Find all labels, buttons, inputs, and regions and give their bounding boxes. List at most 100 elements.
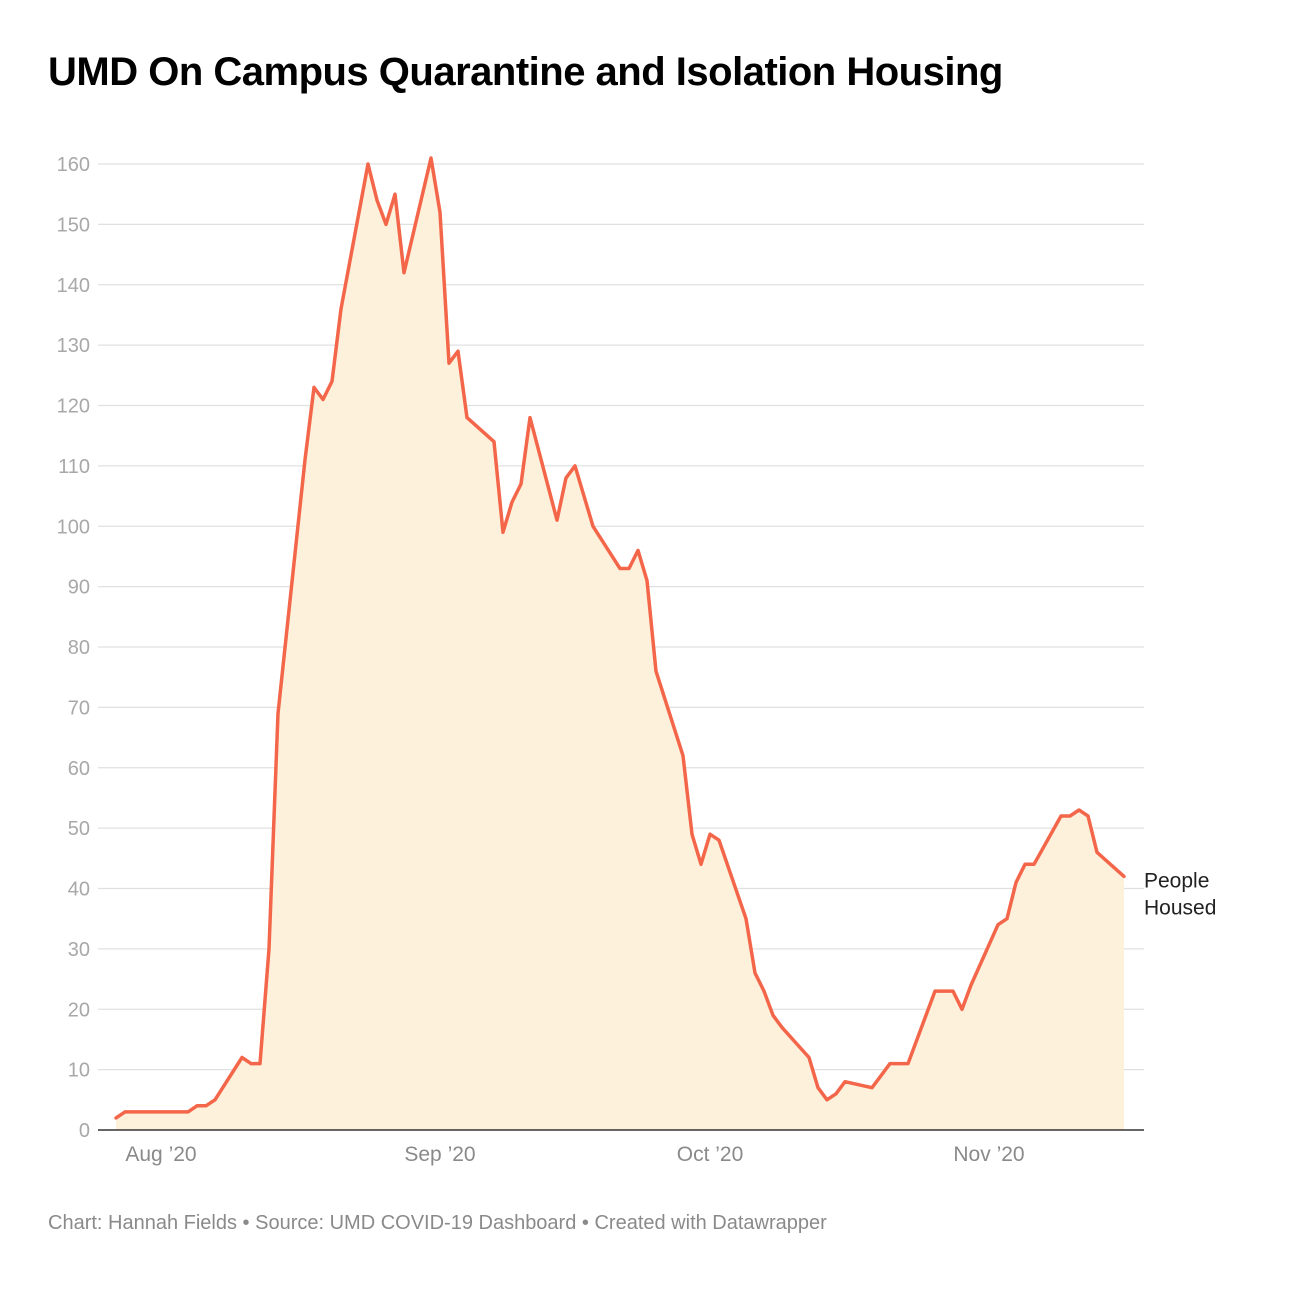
y-tick-label: 50 — [68, 818, 90, 840]
data-point — [1013, 880, 1019, 886]
data-point — [1121, 873, 1127, 879]
data-point — [491, 439, 497, 445]
data-point — [770, 1012, 776, 1018]
data-point — [113, 1115, 119, 1121]
data-point — [779, 1024, 785, 1030]
data-point — [1058, 813, 1064, 819]
data-point — [905, 1061, 911, 1067]
data-point — [446, 360, 452, 366]
x-tick-label: Oct ’20 — [677, 1143, 744, 1166]
data-point — [878, 1073, 884, 1079]
data-point — [383, 221, 389, 227]
source-link[interactable]: Source: UMD COVID-19 Dashboard — [255, 1212, 577, 1234]
datawrapper-link[interactable]: Created with Datawrapper — [594, 1212, 827, 1234]
data-point — [950, 988, 956, 994]
data-point — [338, 306, 344, 312]
data-point — [518, 481, 524, 487]
data-point — [185, 1109, 191, 1115]
footer-separator: • — [576, 1212, 595, 1234]
data-point — [824, 1097, 830, 1103]
y-tick-label: 90 — [68, 577, 90, 599]
data-point — [815, 1085, 821, 1091]
data-point — [1076, 807, 1082, 813]
data-point — [590, 523, 596, 529]
y-tick-label: 110 — [58, 456, 90, 478]
data-point — [1022, 861, 1028, 867]
data-point — [653, 668, 659, 674]
data-point — [131, 1109, 137, 1115]
data-point — [455, 348, 461, 354]
x-tick-label: Sep ’20 — [404, 1143, 475, 1166]
data-point — [311, 384, 317, 390]
data-point — [302, 457, 308, 463]
data-point — [806, 1055, 812, 1061]
y-tick-label: 30 — [68, 939, 90, 961]
data-point — [437, 209, 443, 215]
data-point — [428, 155, 434, 161]
data-point — [527, 415, 533, 421]
data-point — [194, 1103, 200, 1109]
series-end-label: People Housed — [1144, 869, 1216, 919]
data-point — [1004, 916, 1010, 922]
data-point — [1085, 813, 1091, 819]
data-point — [248, 1061, 254, 1067]
data-point — [554, 517, 560, 523]
y-tick-label: 70 — [68, 697, 90, 719]
data-point — [869, 1085, 875, 1091]
data-point — [932, 988, 938, 994]
data-point — [149, 1109, 155, 1115]
y-tick-label: 120 — [57, 396, 90, 418]
data-point — [887, 1061, 893, 1067]
data-point — [689, 831, 695, 837]
data-point — [500, 529, 506, 535]
data-point — [941, 988, 947, 994]
data-point — [572, 463, 578, 469]
data-point — [320, 397, 326, 403]
series-line — [114, 156, 1126, 1120]
data-point — [1094, 849, 1100, 855]
data-point — [761, 988, 767, 994]
data-point — [968, 982, 974, 988]
data-point — [680, 753, 686, 759]
data-point — [329, 378, 335, 384]
data-point — [374, 197, 380, 203]
data-point — [365, 161, 371, 167]
y-tick-label: 60 — [68, 758, 90, 780]
x-tick-label: Aug ’20 — [125, 1143, 196, 1166]
data-point — [257, 1061, 263, 1067]
data-point — [626, 566, 632, 572]
y-axis-tick-labels: 0 10 20 30 40 50 60 70 80 90 100 110 120 130 140 150 160 — [57, 154, 90, 1142]
data-point — [896, 1061, 902, 1067]
area-fill — [116, 158, 1124, 1130]
x-axis-tick-labels: Aug ’20 Sep ’20 Oct ’20 Nov ’20 — [125, 1143, 1024, 1166]
data-point — [752, 970, 758, 976]
y-tick-label: 10 — [68, 1060, 90, 1082]
data-point — [833, 1091, 839, 1097]
y-tick-label: 40 — [68, 879, 90, 901]
chart-credit: Chart: Hannah Fields — [48, 1212, 237, 1234]
data-point — [464, 415, 470, 421]
data-point — [995, 922, 1001, 928]
data-point — [1031, 861, 1037, 867]
data-point — [563, 475, 569, 481]
footer-separator: • — [236, 1212, 256, 1234]
data-point — [212, 1097, 218, 1103]
y-tick-label: 160 — [57, 154, 90, 176]
data-point — [581, 493, 587, 499]
data-point — [392, 191, 398, 197]
data-point — [644, 578, 650, 584]
data-point — [698, 861, 704, 867]
data-point — [635, 547, 641, 553]
data-point — [716, 837, 722, 843]
data-point — [275, 710, 281, 716]
data-point — [239, 1055, 245, 1061]
data-point — [509, 499, 515, 505]
y-tick-label: 20 — [68, 999, 90, 1021]
data-point — [266, 946, 272, 952]
data-point — [617, 566, 623, 572]
y-tick-label: 150 — [57, 214, 90, 236]
data-point — [842, 1079, 848, 1085]
data-point — [1067, 813, 1073, 819]
y-tick-label: 140 — [57, 275, 90, 297]
